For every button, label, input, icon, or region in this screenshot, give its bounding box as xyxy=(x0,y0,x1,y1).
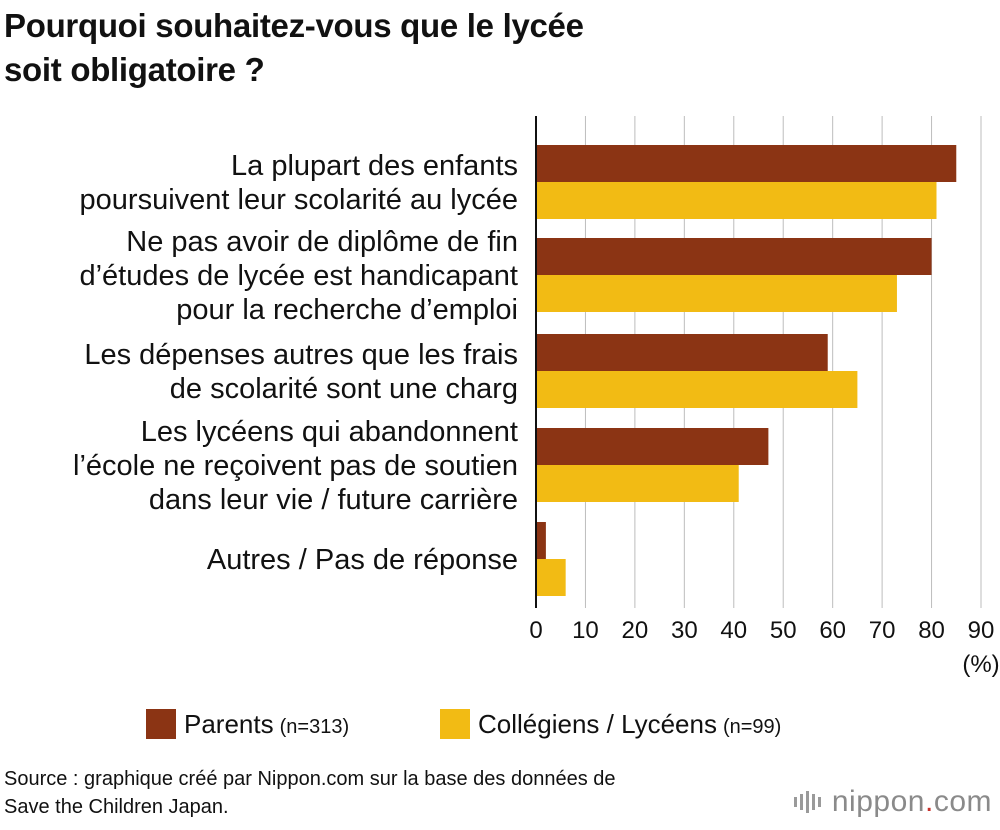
bar-parents-2 xyxy=(536,238,932,275)
bar-parents-1 xyxy=(536,145,957,182)
legend-swatch-parents xyxy=(146,709,176,739)
legend-item-students: Collégiens / Lycéens (n=99) xyxy=(440,703,781,740)
category-label-1-line-1: La plupart des enfants xyxy=(231,150,518,182)
legend-label-students: Collégiens / Lycéens xyxy=(478,709,717,739)
category-label-2-line-3: pour la recherche d’emploi xyxy=(176,294,518,326)
legend-item-parents: Parents (n=313) xyxy=(146,703,349,740)
legend-label-parents: Parents xyxy=(184,709,274,739)
x-axis-unit-label: (%) xyxy=(962,651,999,678)
x-tick-label-90: 90 xyxy=(968,617,995,644)
bar-parents-5 xyxy=(536,522,546,559)
logo-suffix: com xyxy=(933,785,992,818)
bar-students-2 xyxy=(536,275,897,312)
category-label-3-line-2: de scolarité sont une charg xyxy=(170,373,518,405)
x-tick-label-30: 30 xyxy=(671,617,698,644)
legend-n-parents: (n=313) xyxy=(279,716,350,738)
legend-swatch-students xyxy=(440,709,470,739)
logo-bars-icon xyxy=(793,791,824,813)
bar-parents-4 xyxy=(536,428,769,465)
nippon-logo: nippon. com xyxy=(793,785,992,819)
category-label-3-line-1: Les dépenses autres que les frais xyxy=(84,339,518,371)
source-line-2: Save the Children Japan. xyxy=(4,796,229,818)
chart-title-line-1: Pourquoi souhaitez-vous que le lycée xyxy=(4,7,584,44)
category-label-5-line-1: Autres / Pas de réponse xyxy=(207,544,518,576)
bar-students-5 xyxy=(536,559,566,596)
chart-title-line-2: soit obligatoire ? xyxy=(4,51,265,88)
category-label-2-line-2: d’études de lycée est handicapant xyxy=(79,260,518,292)
category-label-4-line-2: l’école ne reçoivent pas de soutien xyxy=(73,450,518,482)
bar-students-4 xyxy=(536,465,739,502)
bar-parents-3 xyxy=(536,334,828,371)
x-tick-label-20: 20 xyxy=(622,617,649,644)
bar-students-3 xyxy=(536,371,858,408)
legend: Parents (n=313) Collégiens / Lycéens (n=… xyxy=(0,703,1000,739)
logo-name: nippon xyxy=(831,785,925,818)
legend-n-students: (n=99) xyxy=(722,716,782,738)
x-tick-label-10: 10 xyxy=(572,617,599,644)
x-tick-label-40: 40 xyxy=(720,617,747,644)
logo-dot: . xyxy=(924,785,934,818)
source-note: Source : graphique créé par Nippon.com s… xyxy=(4,765,784,821)
chart-title: Pourquoi souhaitez-vous que le lycée soi… xyxy=(4,4,744,92)
x-tick-label-70: 70 xyxy=(869,617,896,644)
x-tick-label-60: 60 xyxy=(819,617,846,644)
source-line-1: Source : graphique créé par Nippon.com s… xyxy=(4,768,616,790)
category-label-1-line-2: poursuivent leur scolarité au lycée xyxy=(80,184,518,216)
category-label-2-line-1: Ne pas avoir de diplôme de fin xyxy=(126,226,518,258)
x-tick-label-50: 50 xyxy=(770,617,797,644)
category-label-4-line-1: Les lycéens qui abandonnent xyxy=(141,416,518,448)
x-tick-label-80: 80 xyxy=(918,617,945,644)
category-label-4-line-3: dans leur vie / future carrière xyxy=(149,484,518,516)
x-tick-label-0: 0 xyxy=(529,617,542,644)
bar-students-1 xyxy=(536,182,937,219)
